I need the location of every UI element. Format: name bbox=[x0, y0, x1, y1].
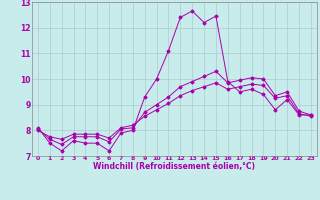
X-axis label: Windchill (Refroidissement éolien,°C): Windchill (Refroidissement éolien,°C) bbox=[93, 162, 255, 171]
